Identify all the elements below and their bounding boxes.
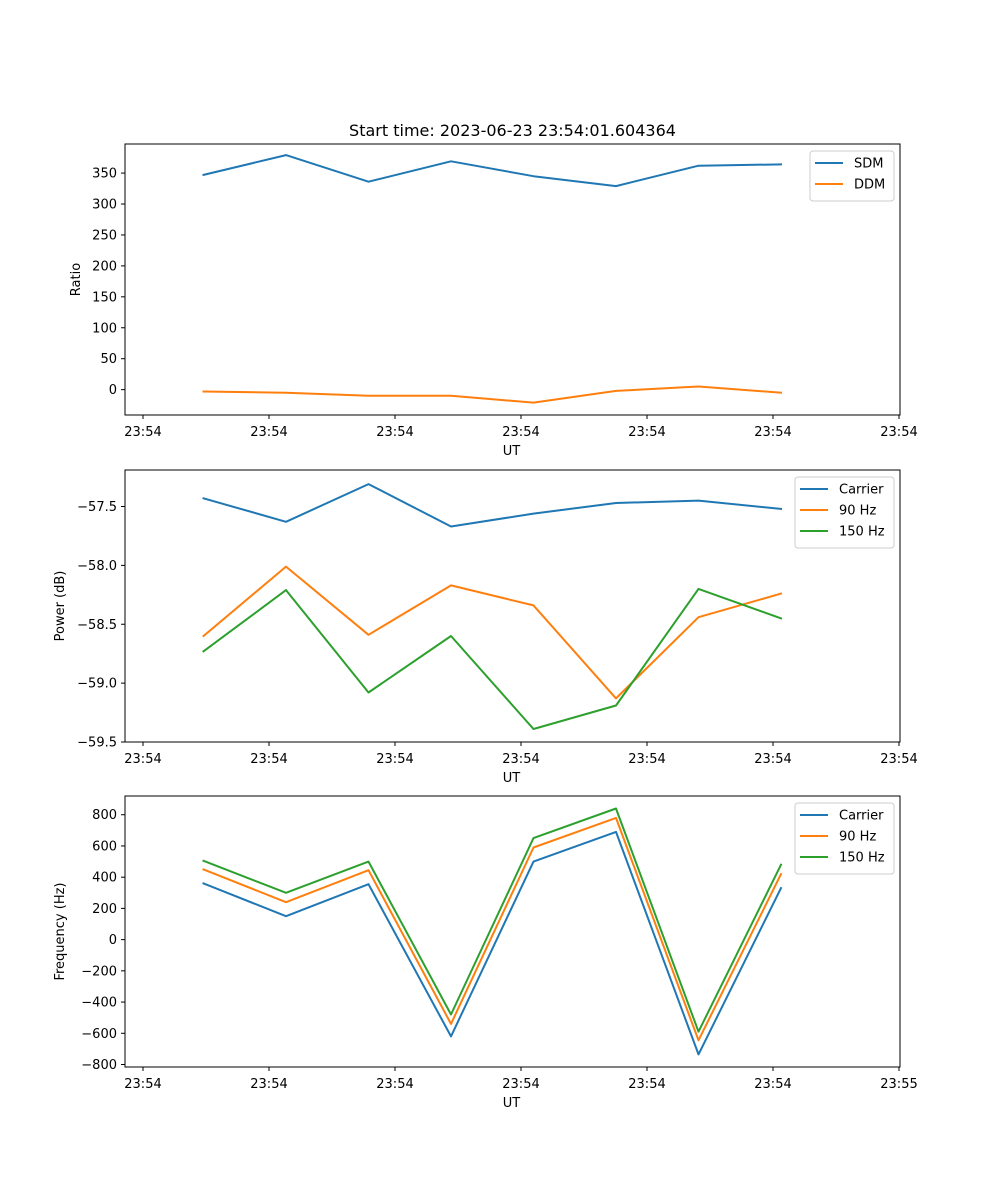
x-tick-label: 23:54: [502, 752, 539, 767]
y-tick-label: −59.0: [77, 677, 117, 692]
y-tick-label: 400: [92, 871, 117, 886]
x-tick-label: 23:54: [124, 425, 161, 440]
y-tick-label: −200: [81, 964, 117, 979]
x-tick-label: 23:54: [376, 1077, 413, 1092]
y-tick-label: −58.0: [77, 559, 117, 574]
y-tick-label: −800: [81, 1058, 117, 1073]
legend-entry: 90 Hz: [839, 830, 876, 845]
legend-entry: Carrier: [839, 483, 884, 498]
series-line-ddm: [202, 385, 783, 404]
y-tick-label: 100: [92, 321, 117, 336]
x-tick-label: 23:54: [250, 752, 287, 767]
x-tick-label: 23:54: [376, 752, 413, 767]
chart-panel-2: −59.5 −59.0 −58.5 −58.0 −57.5 23:54 23:54 23:54…: [53, 469, 918, 786]
y-tick-label: −58.5: [77, 618, 117, 633]
y-tick-label: −400: [81, 996, 117, 1011]
legend: SDM DDM: [809, 150, 895, 202]
plot-frame: [124, 795, 901, 1068]
series-line-90-hz: [202, 565, 783, 700]
legend-entry: DDM: [854, 178, 885, 193]
series-line-sdm: [202, 154, 783, 188]
x-tick-label: 23:54: [628, 1077, 665, 1092]
x-axis-label: UT: [503, 1096, 521, 1111]
plot-frame: [124, 143, 901, 416]
y-axis-label: Power (dB): [53, 571, 68, 642]
y-tick-label: 50: [100, 352, 117, 367]
y-tick-label: 600: [92, 839, 117, 854]
legend: Carrier 90 Hz 150 Hz: [794, 476, 895, 549]
legend-entry: 90 Hz: [839, 504, 876, 519]
y-tick-label: 800: [92, 808, 117, 823]
x-tick-label: 23:54: [880, 425, 917, 440]
legend-entry: Carrier: [839, 809, 884, 824]
y-tick-label: 350: [92, 167, 117, 182]
series-line-carrier: [202, 830, 783, 1056]
x-tick-label: 23:54: [124, 752, 161, 767]
series-lines: [202, 483, 783, 730]
y-tick-label: 200: [92, 259, 117, 274]
chart-title: Start time: 2023-06-23 23:54:01.604364: [349, 121, 676, 140]
y-axis-label: Frequency (Hz): [53, 882, 68, 980]
legend-entry: 150 Hz: [839, 851, 885, 866]
x-tick-label: 23:54: [376, 425, 413, 440]
chart-panel-3: −800 −600 −400 −200 0 200 400 600 800 23:54 23:54 2…: [53, 795, 918, 1111]
y-tick-label: −59.5: [77, 736, 117, 751]
x-tick-label: 23:54: [250, 1077, 287, 1092]
legend-entry: SDM: [854, 157, 883, 172]
series-lines: [202, 154, 783, 404]
y-tick-label: 200: [92, 902, 117, 917]
y-tick-label: 0: [109, 933, 117, 948]
y-tick-label: 150: [92, 290, 117, 305]
x-axis-label: UT: [503, 444, 521, 459]
x-tick-label: 23:55: [880, 1077, 917, 1092]
series-line-150-hz: [202, 807, 783, 1033]
legend-entry: 150 Hz: [839, 525, 885, 540]
x-tick-label: 23:54: [754, 752, 791, 767]
y-tick-label: 300: [92, 198, 117, 213]
x-tick-label: 23:54: [502, 1077, 539, 1092]
x-tick-label: 23:54: [124, 1077, 161, 1092]
legend: Carrier 90 Hz 150 Hz: [794, 802, 895, 875]
x-tick-label: 23:54: [502, 425, 539, 440]
y-axis-label: Ratio: [69, 263, 84, 296]
x-tick-label: 23:54: [250, 425, 287, 440]
x-axis-label: UT: [503, 771, 521, 786]
y-tick-label: 0: [109, 383, 117, 398]
y-tick-label: −57.5: [77, 500, 117, 515]
series-line-90-hz: [202, 816, 783, 1042]
chart-panel-1: Start time: 2023-06-23 23:54:01.604364 0 5…: [69, 121, 918, 459]
series-line-carrier: [202, 483, 783, 528]
y-tick-label: 250: [92, 228, 117, 243]
y-tick-label: −600: [81, 1027, 117, 1042]
series-lines: [202, 807, 783, 1056]
x-tick-label: 23:54: [754, 1077, 791, 1092]
x-tick-label: 23:54: [880, 752, 917, 767]
chart-panels: Start time: 2023-06-23 23:54:01.604364 0 5…: [53, 121, 918, 1111]
x-tick-label: 23:54: [754, 425, 791, 440]
x-tick-label: 23:54: [628, 425, 665, 440]
series-line-150-hz: [202, 587, 783, 730]
plot-frame: [124, 469, 901, 743]
x-tick-label: 23:54: [628, 752, 665, 767]
